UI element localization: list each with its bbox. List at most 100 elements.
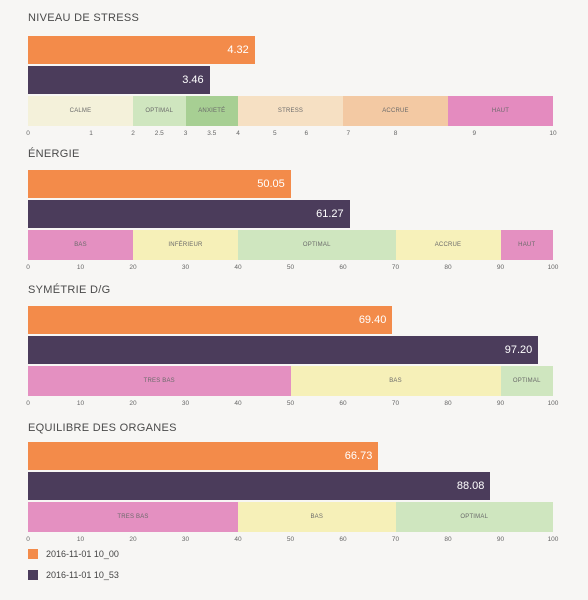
tick-label: 30 <box>181 264 190 271</box>
zone-label: OPTIMAL <box>302 242 331 248</box>
zone-scale: CALME OPTIMAL ANXIETÉ STRESS ACCRUE HAUT <box>28 96 553 126</box>
tick-label: 30 <box>181 536 190 543</box>
tick-label: 80 <box>444 400 452 407</box>
zone-label: OPTIMAL <box>512 378 541 384</box>
chart-title: EQUILIBRE DES ORGANES <box>28 422 177 434</box>
zone-band: OPTIMAL <box>395 502 553 532</box>
zone-band: ACCRUE <box>395 230 501 260</box>
data-label: 61.27 <box>316 208 344 220</box>
zone-scale: TRES BAS BAS OPTIMAL <box>28 502 553 532</box>
tick-label: 30 <box>181 400 190 407</box>
data-label: 88.08 <box>456 480 485 492</box>
tick-label: 10 <box>549 130 557 137</box>
tick-label: 3 <box>183 130 188 137</box>
data-label: 97.20 <box>504 344 533 356</box>
legend-swatch <box>28 570 38 580</box>
tick-label: 20 <box>129 536 137 543</box>
tick-label: 20 <box>129 264 137 271</box>
zone-scale: BAS INFÉRIEUR OPTIMAL ACCRUE HAUT <box>28 230 553 260</box>
tick-label: 60 <box>339 264 347 271</box>
tick-label: 5 <box>272 130 277 137</box>
tick-label: 10 <box>76 536 85 543</box>
zone-label: STRESS <box>277 108 304 114</box>
zone-label: OPTIMAL <box>460 514 489 520</box>
tick-label: 50 <box>286 264 295 271</box>
zone-label: TRES BAS <box>117 514 149 520</box>
zone-band: HAUT <box>500 230 553 260</box>
zone-label: HAUT <box>518 242 536 248</box>
bar-series-a: 66.73 <box>28 442 379 470</box>
zone-band: OPTIMAL <box>500 366 553 396</box>
zone-label: BAS <box>74 242 87 248</box>
chart-title: SYMÉTRIE D/G <box>28 284 111 296</box>
tick-label: 3.5 <box>207 130 217 137</box>
bar-series-b: 97.20 <box>28 336 539 364</box>
zone-label: OPTIMAL <box>145 108 174 114</box>
tick-label: 40 <box>234 400 242 407</box>
tick-label: 70 <box>391 536 400 543</box>
tick-label: 50 <box>286 536 295 543</box>
tick-label: 8 <box>393 130 398 137</box>
tick-label: 0 <box>26 264 30 271</box>
zone-scale: TRES BAS BAS OPTIMAL <box>28 366 553 396</box>
zone-band: STRESS <box>238 96 343 126</box>
tick-label: 80 <box>444 536 452 543</box>
legend-label: 2016-11-01 10_53 <box>46 570 119 580</box>
tick-label: 100 <box>547 400 559 407</box>
zone-band: TRES BAS <box>28 366 291 396</box>
bar-series-b: 3.46 <box>28 66 210 94</box>
tick-label: 0 <box>26 536 30 543</box>
data-label: 4.32 <box>227 44 249 56</box>
tick-label: 90 <box>496 536 505 543</box>
tick-label: 7 <box>346 130 351 137</box>
data-label: 69.40 <box>358 314 387 326</box>
bar-series-a: 69.40 <box>28 306 393 334</box>
zone-label: TRES BAS <box>143 378 175 384</box>
zone-label: HAUT <box>491 108 510 114</box>
zone-band: BAS <box>238 502 396 532</box>
zone-label: BAS <box>310 514 324 520</box>
legend-item-b: 2016-11-01 10_53 <box>28 570 119 580</box>
tick-label: 70 <box>391 400 400 407</box>
data-label: 66.73 <box>344 450 373 462</box>
tick-label: 6 <box>304 130 309 137</box>
tick-label: 1 <box>89 130 93 137</box>
zone-label: ACCRUE <box>434 242 462 248</box>
zone-label: BAS <box>389 378 402 384</box>
tick-label: 80 <box>444 264 452 271</box>
tick-label: 90 <box>496 264 505 271</box>
tick-label: 40 <box>234 536 242 543</box>
tick-label: 40 <box>234 264 242 271</box>
bar-series-b: 88.08 <box>28 472 491 500</box>
zone-label: ANXIETÉ <box>198 108 226 114</box>
chart-title: NIVEAU DE STRESS <box>28 12 140 24</box>
legend-swatch <box>28 549 38 559</box>
zone-band: ACCRUE <box>343 96 448 126</box>
tick-label: 2.5 <box>154 130 164 137</box>
tick-label: 50 <box>286 400 295 407</box>
tick-label: 10 <box>76 264 85 271</box>
tick-label: 60 <box>339 400 347 407</box>
zone-band: BAS <box>290 366 501 396</box>
tick-label: 2 <box>131 130 135 137</box>
zone-band: INFÉRIEUR <box>133 230 238 260</box>
tick-label: 4 <box>236 130 240 137</box>
zone-label: ACCRUE <box>382 108 409 114</box>
zone-band: HAUT <box>448 96 553 126</box>
zone-band: CALME <box>28 96 133 126</box>
tick-label: 9 <box>472 130 477 137</box>
zone-band: TRES BAS <box>28 502 238 532</box>
legend-item-a: 2016-11-01 10_00 <box>28 549 119 559</box>
tick-label: 20 <box>129 400 137 407</box>
zone-band: BAS <box>28 230 133 260</box>
bar-series-a: 4.32 <box>28 36 255 64</box>
tick-label: 90 <box>496 400 505 407</box>
tick-label: 70 <box>391 264 400 271</box>
zone-band: OPTIMAL <box>238 230 396 260</box>
zone-label: INFÉRIEUR <box>168 242 203 248</box>
chart-title: ÉNERGIE <box>28 148 80 160</box>
tick-label: 100 <box>547 264 559 271</box>
bar-series-a: 50.05 <box>28 170 291 198</box>
data-label: 50.05 <box>257 178 285 190</box>
